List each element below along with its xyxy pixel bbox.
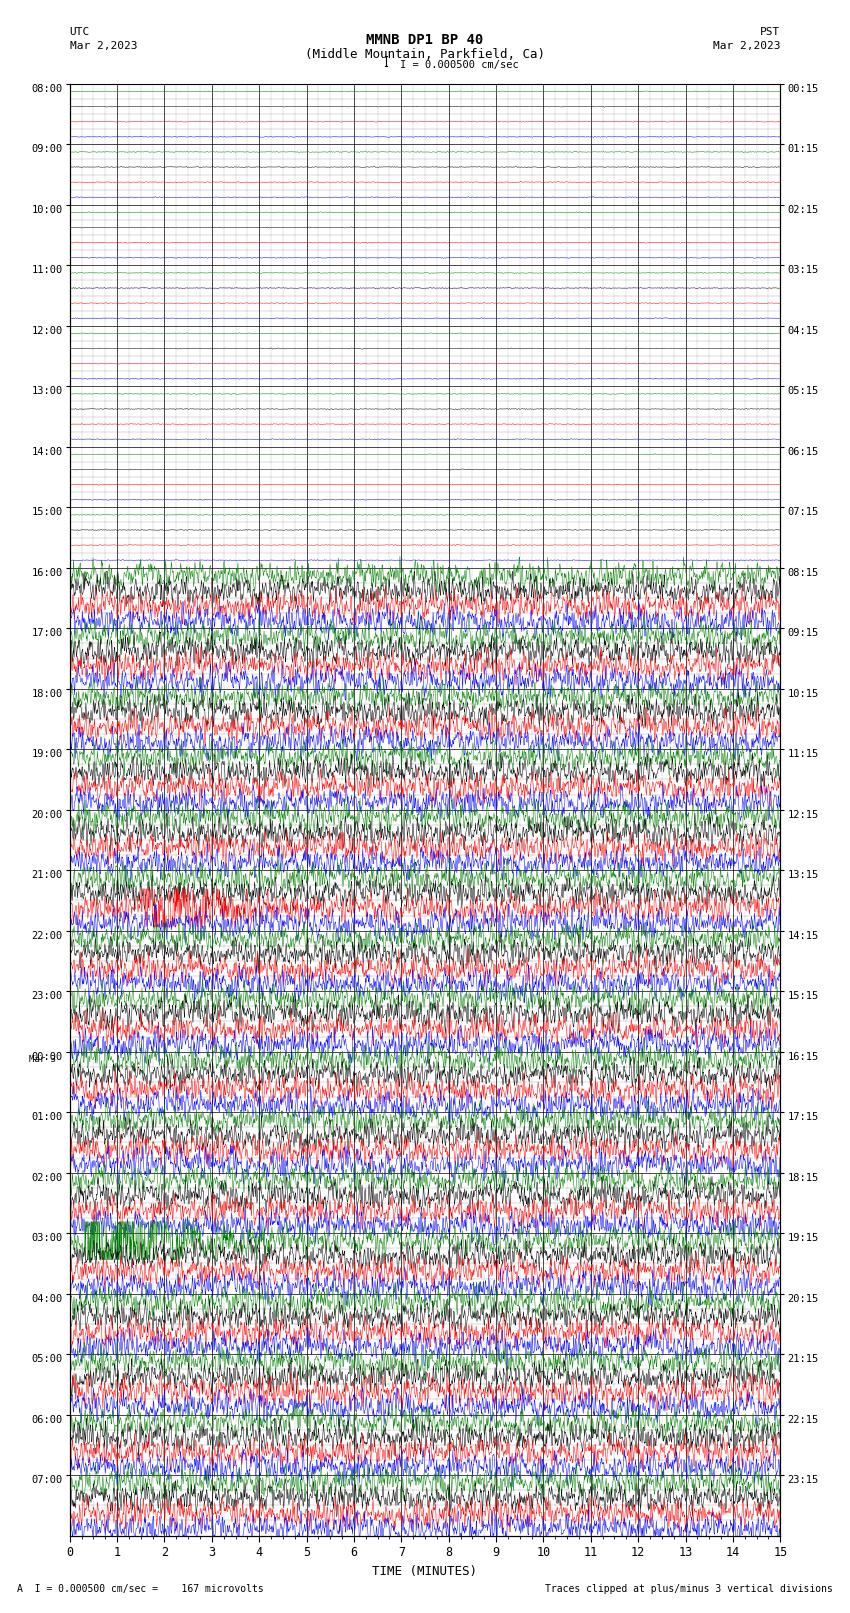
Text: A  I = 0.000500 cm/sec =    167 microvolts: A I = 0.000500 cm/sec = 167 microvolts <box>17 1584 264 1594</box>
Text: Mar 3: Mar 3 <box>29 1055 55 1063</box>
Text: PST: PST <box>760 27 780 37</box>
Text: MMNB DP1 BP 40: MMNB DP1 BP 40 <box>366 32 484 47</box>
Text: Mar 2,2023: Mar 2,2023 <box>713 40 780 52</box>
Text: (Middle Mountain, Parkfield, Ca): (Middle Mountain, Parkfield, Ca) <box>305 48 545 61</box>
Text: Mar 2,2023: Mar 2,2023 <box>70 40 137 52</box>
Text: I = 0.000500 cm/sec: I = 0.000500 cm/sec <box>400 60 518 71</box>
Text: UTC: UTC <box>70 27 90 37</box>
X-axis label: TIME (MINUTES): TIME (MINUTES) <box>372 1565 478 1578</box>
Text: Traces clipped at plus/minus 3 vertical divisions: Traces clipped at plus/minus 3 vertical … <box>545 1584 833 1594</box>
